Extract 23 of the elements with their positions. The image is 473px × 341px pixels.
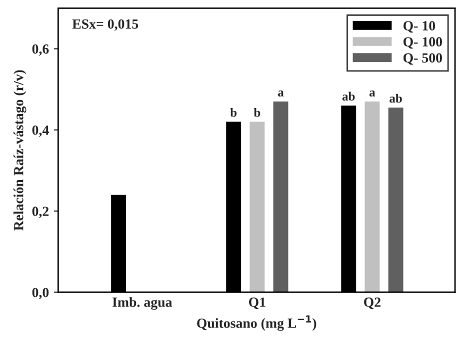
bar [250,122,265,292]
legend-label: Q- 100 [403,37,442,49]
x-axis-title: Quitosano (mg L$^{−1}$) [197,315,316,331]
x-tick-label: Imb. agua [112,297,172,310]
annotation: ESx= 0,015 [72,19,138,31]
bar [273,102,288,292]
bar [388,108,404,292]
x-tick-label: Q1 [248,298,266,309]
data-label: ab [390,94,402,103]
legend-label: Q- 500 [403,53,442,65]
y-tick-label: 0,2 [32,206,49,218]
data-label: b [254,108,260,117]
data-label: a [278,90,284,97]
x-tick-label: Q2 [364,298,380,309]
data-label: ab [342,92,355,101]
y-tick-label: 0,4 [32,126,49,137]
data-label: b [230,108,237,117]
y-tick-label: 0,6 [32,44,49,56]
data-label: a [369,90,376,97]
bar [364,102,380,292]
y-axis-title: Relación Raíz-vástago (r/v) [14,70,26,231]
legend-label: Q- 10 [403,21,436,33]
y-tick-label: 0,0 [32,288,49,300]
